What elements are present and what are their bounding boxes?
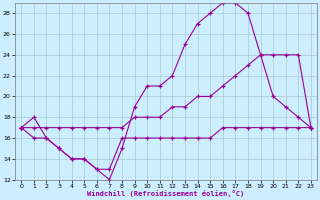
X-axis label: Windchill (Refroidissement éolien,°C): Windchill (Refroidissement éolien,°C): [87, 190, 245, 197]
